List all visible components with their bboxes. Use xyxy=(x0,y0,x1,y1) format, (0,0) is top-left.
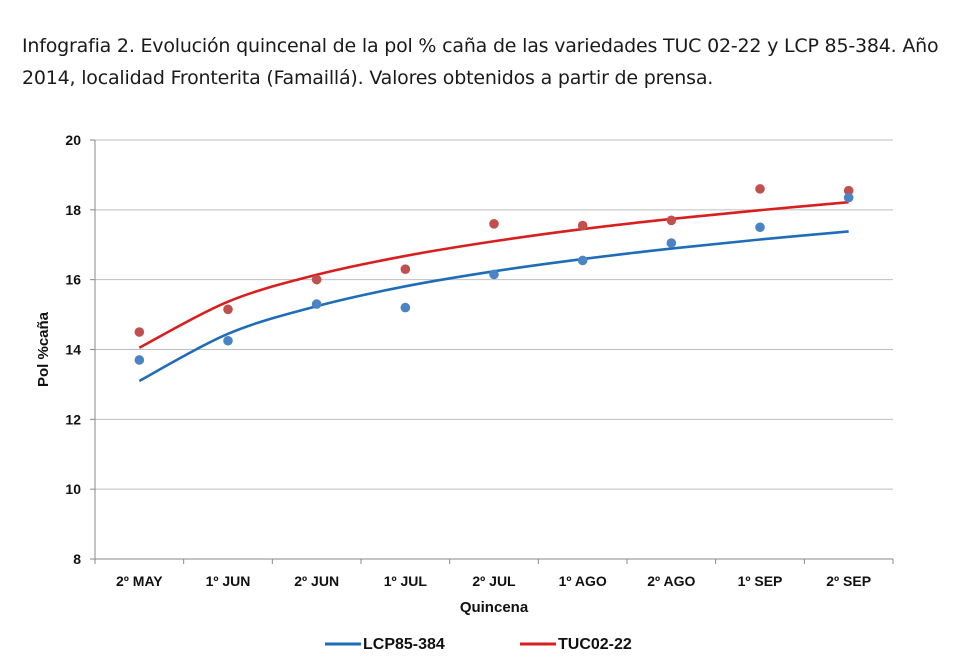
data-point-lcp85-384 xyxy=(400,302,411,313)
data-point-lcp85-384 xyxy=(843,192,854,203)
gridlines xyxy=(95,139,893,490)
y-tick-labels: 8 10 12 14 16 18 20 xyxy=(65,132,81,567)
data-point-lcp85-384 xyxy=(755,222,765,233)
caption-line-1: Infografia 2. Evolución quincenal de la … xyxy=(22,35,939,57)
x-tick-label: 1º JUN xyxy=(206,573,251,589)
data-point-tuc02-22 xyxy=(311,274,322,285)
legend: LCP85-384 TUC02-22 xyxy=(325,636,632,653)
caption-line-2: 2014, localidad Fronterita (Famaillá). V… xyxy=(22,67,714,89)
y-tick-label: 10 xyxy=(65,481,81,497)
trend-lines xyxy=(138,200,849,383)
trend-line-tuc02-22 xyxy=(138,200,849,349)
y-axis-title: Pol %caña xyxy=(35,311,52,387)
data-point-tuc02-22 xyxy=(755,184,765,194)
figure-caption: Infografia 2. Evolución quincenal de la … xyxy=(22,30,952,94)
data-point-tuc02-22 xyxy=(843,185,854,196)
data-point-tuc02-22 xyxy=(400,264,411,274)
x-tick-label: 1º AGO xyxy=(559,573,607,589)
x-tick-label: 2º MAY xyxy=(116,573,163,589)
data-point-tuc02-22 xyxy=(134,327,145,337)
x-tick-label: 2º AGO xyxy=(647,573,695,589)
y-tick-label: 14 xyxy=(65,342,81,358)
data-point-lcp85-384 xyxy=(489,269,499,280)
y-tick-label: 8 xyxy=(73,551,81,567)
data-point-tuc02-22 xyxy=(666,215,677,226)
y-tick-label: 18 xyxy=(65,202,81,218)
x-tick-label: 1º SEP xyxy=(738,573,783,589)
y-tick-label: 12 xyxy=(65,411,81,427)
x-axis-title: Quincena xyxy=(460,599,529,616)
x-tick-label: 2º JUN xyxy=(294,573,339,589)
y-tick-label: 20 xyxy=(65,132,81,148)
data-point-tuc02-22 xyxy=(577,220,588,231)
data-point-lcp85-384 xyxy=(577,255,588,266)
x-tick-labels: 2º MAY 1º JUN 2º JUN 1º JUL 2º JUL 1º AGO 2º A… xyxy=(116,573,871,589)
legend-label-lcp85-384: LCP85-384 xyxy=(363,636,445,653)
data-point-lcp85-384 xyxy=(223,335,233,346)
legend-label-tuc02-22: TUC02-22 xyxy=(558,636,632,653)
data-point-tuc02-22 xyxy=(223,304,233,315)
x-tick-label: 2º JUL xyxy=(472,573,516,589)
x-tick-label: 2º SEP xyxy=(826,573,871,589)
axes xyxy=(90,139,894,564)
data-points xyxy=(134,184,854,365)
data-point-lcp85-384 xyxy=(666,238,677,248)
y-tick-label: 16 xyxy=(65,272,81,288)
trend-line-lcp85-384 xyxy=(138,230,849,383)
data-point-lcp85-384 xyxy=(311,299,322,309)
x-tick-label: 1º JUL xyxy=(384,573,428,589)
data-point-tuc02-22 xyxy=(489,219,499,229)
data-point-lcp85-384 xyxy=(134,355,145,365)
